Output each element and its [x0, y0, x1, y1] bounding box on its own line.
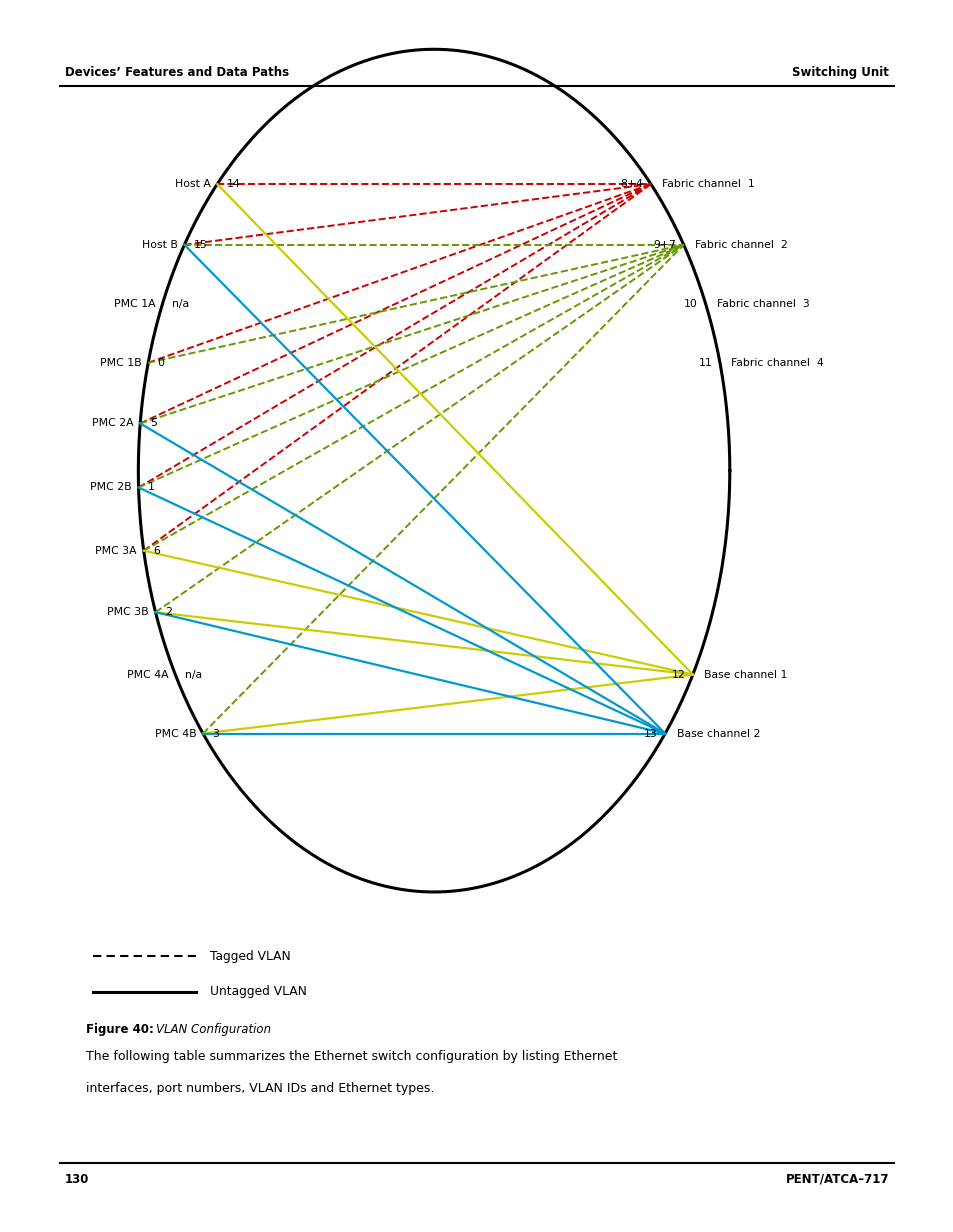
Text: Base channel 2: Base channel 2 [676, 728, 760, 738]
Text: PENT/ATCA–717: PENT/ATCA–717 [785, 1173, 888, 1185]
Text: Host A: Host A [174, 179, 211, 188]
Text: PMC 1A: PMC 1A [114, 299, 155, 309]
Text: 9+7: 9+7 [653, 240, 676, 250]
Text: 3: 3 [213, 728, 219, 738]
Text: 10: 10 [683, 299, 698, 309]
Text: 11: 11 [698, 357, 712, 368]
Text: Fabric channel  1: Fabric channel 1 [661, 179, 755, 188]
Text: 6: 6 [153, 546, 160, 556]
Text: PMC 2A: PMC 2A [91, 419, 133, 429]
Text: Tagged VLAN: Tagged VLAN [210, 950, 291, 962]
Text: Devices’ Features and Data Paths: Devices’ Features and Data Paths [65, 67, 289, 79]
Text: Host B: Host B [142, 240, 177, 250]
Text: Fabric channel  3: Fabric channel 3 [717, 299, 809, 309]
Text: PMC 1B: PMC 1B [100, 357, 141, 368]
Text: Fabric channel  4: Fabric channel 4 [731, 357, 823, 368]
Text: Fabric channel  2: Fabric channel 2 [695, 240, 787, 250]
Text: interfaces, port numbers, VLAN IDs and Ethernet types.: interfaces, port numbers, VLAN IDs and E… [86, 1082, 434, 1095]
Text: PMC 4A: PMC 4A [127, 669, 169, 680]
Text: 12: 12 [671, 669, 684, 680]
Text: Untagged VLAN: Untagged VLAN [210, 986, 307, 998]
Text: Switching Unit: Switching Unit [791, 67, 888, 79]
Text: 14: 14 [227, 179, 240, 188]
Text: n/a: n/a [172, 299, 189, 309]
Text: 15: 15 [193, 240, 208, 250]
Text: PMC 3B: PMC 3B [107, 607, 149, 617]
Text: Figure 40:: Figure 40: [86, 1023, 153, 1036]
Text: 8+4: 8+4 [619, 179, 642, 188]
Text: Base channel 1: Base channel 1 [703, 669, 787, 680]
Text: n/a: n/a [185, 669, 202, 680]
Text: The following table summarizes the Ethernet switch configuration by listing Ethe: The following table summarizes the Ether… [86, 1050, 617, 1063]
Text: 0: 0 [157, 357, 165, 368]
Text: 13: 13 [643, 728, 657, 738]
Text: 130: 130 [65, 1173, 90, 1185]
Text: PMC 4B: PMC 4B [154, 728, 196, 738]
Text: VLAN Configuration: VLAN Configuration [155, 1023, 271, 1036]
Text: 5: 5 [150, 419, 156, 429]
Text: 1: 1 [148, 483, 154, 493]
Text: PMC 2B: PMC 2B [91, 483, 132, 493]
Text: 2: 2 [165, 607, 172, 617]
Text: PMC 3A: PMC 3A [95, 546, 137, 556]
